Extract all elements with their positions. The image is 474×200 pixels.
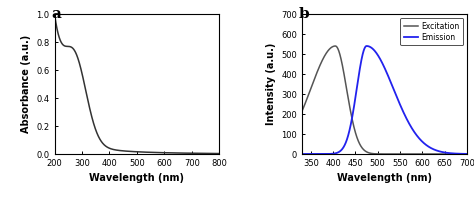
Y-axis label: Absorbance (a.u.): Absorbance (a.u.)	[21, 35, 31, 133]
Excitation	[459, 153, 465, 155]
Line: Emission: Emission	[302, 46, 467, 154]
Line: Excitation: Excitation	[302, 46, 467, 154]
X-axis label: Wavelength (nm): Wavelength (nm)	[337, 173, 432, 183]
Emission	[299, 153, 305, 155]
Excitation	[459, 153, 465, 155]
Excitation	[379, 153, 385, 155]
Emission	[379, 62, 385, 64]
Excitation	[375, 153, 381, 155]
Excitation	[464, 153, 470, 155]
Text: a: a	[51, 7, 61, 21]
Emission	[364, 45, 369, 47]
Excitation	[308, 89, 313, 91]
Text: b: b	[299, 7, 309, 21]
Emission	[429, 147, 435, 150]
Emission	[464, 153, 470, 155]
Excitation	[333, 45, 338, 47]
Excitation	[299, 110, 305, 113]
Y-axis label: Intensity (a.u.): Intensity (a.u.)	[265, 43, 276, 125]
Emission	[375, 54, 381, 56]
Emission	[459, 153, 465, 155]
Excitation	[429, 153, 435, 155]
X-axis label: Wavelength (nm): Wavelength (nm)	[90, 173, 184, 183]
Emission	[459, 153, 465, 155]
Legend: Excitation, Emission: Excitation, Emission	[401, 18, 463, 45]
Emission	[308, 153, 313, 155]
